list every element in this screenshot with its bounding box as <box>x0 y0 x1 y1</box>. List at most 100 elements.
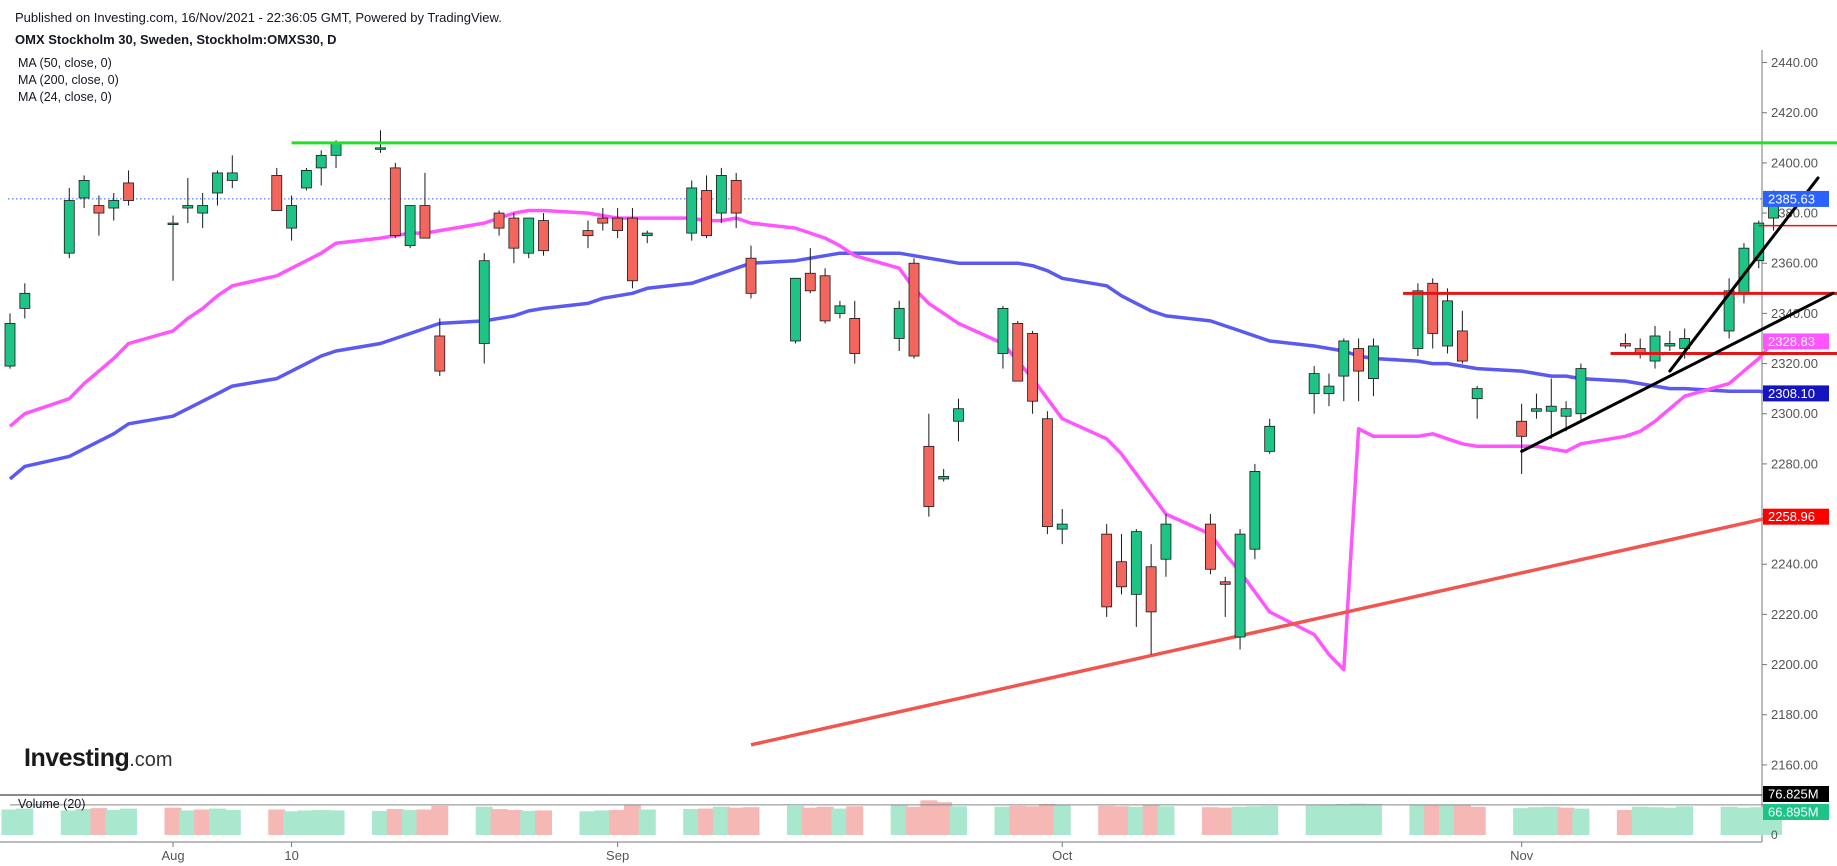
volume-bar <box>1453 804 1471 835</box>
candle <box>1723 278 1735 339</box>
logo-suffix: .com <box>129 749 173 771</box>
volume-bar <box>490 809 508 835</box>
candle <box>997 305 1009 369</box>
volume-bar <box>1142 804 1160 835</box>
candle-body <box>1145 566 1157 613</box>
indicator-ma200[interactable]: MA (200, close, 0) <box>18 73 119 87</box>
candle-body <box>4 323 16 367</box>
candle-body <box>1116 561 1127 588</box>
candle <box>1412 283 1424 357</box>
candle <box>315 150 327 186</box>
y-tick-label: 2200.00 <box>1771 657 1818 672</box>
volume-bar <box>890 804 908 835</box>
volume-bar <box>60 810 78 835</box>
candle-body <box>63 200 75 254</box>
volume-bar <box>1409 804 1427 835</box>
volume-bar <box>1246 806 1264 835</box>
volume-bar <box>1113 806 1130 835</box>
logo-brand: Investing <box>24 744 130 772</box>
volume-bar <box>594 810 612 835</box>
candle-body <box>641 232 653 237</box>
volume-bar <box>386 809 404 835</box>
candle <box>1323 373 1335 407</box>
candle-body <box>478 260 490 344</box>
candle-body <box>849 318 861 354</box>
candle-body <box>1205 523 1216 570</box>
volume-bar <box>786 805 804 835</box>
x-tick-label: Sep <box>606 848 629 863</box>
trendline-steep <box>1668 176 1820 373</box>
candle <box>1664 330 1676 352</box>
candle-body <box>908 262 920 357</box>
candle <box>1145 544 1157 655</box>
candle-body <box>108 200 120 209</box>
candle-body <box>1249 471 1261 550</box>
candle <box>1753 220 1765 269</box>
candle-body <box>1723 290 1735 332</box>
volume-bar <box>327 810 345 835</box>
volume-bar <box>609 809 627 835</box>
candle <box>641 230 653 244</box>
candle-body <box>78 180 90 199</box>
candle-body <box>1368 345 1379 380</box>
volume-bar <box>1557 807 1575 835</box>
volume-indicator-label[interactable]: Volume (20) <box>18 797 86 811</box>
candle-body <box>923 445 935 507</box>
candle-body <box>1516 420 1528 437</box>
volume-bar <box>194 809 212 835</box>
price-label-box <box>1763 333 1829 350</box>
volume-bar <box>1364 804 1382 835</box>
volume-bar <box>208 808 226 835</box>
candle <box>330 140 342 168</box>
price-label: 2258.96 <box>1768 509 1815 524</box>
candle <box>1205 514 1216 575</box>
candle <box>1234 529 1246 650</box>
candle-body <box>715 175 727 214</box>
candle-body <box>1545 405 1557 412</box>
candle-body <box>804 272 816 292</box>
candle <box>1427 278 1439 349</box>
candle-body <box>123 182 134 201</box>
candle-body <box>300 170 312 189</box>
indicator-ma24[interactable]: MA (24, close, 0) <box>18 90 112 104</box>
symbol-title: OMX Stockholm 30, Sweden, Stockholm:OMXS… <box>15 32 337 47</box>
candle-body <box>1649 335 1661 362</box>
volume-bar <box>920 800 938 835</box>
indicator-ma50[interactable]: MA (50, close, 0) <box>18 56 112 70</box>
volume-bar <box>120 808 138 835</box>
volume-bar <box>831 808 849 835</box>
candle <box>478 253 490 364</box>
ma200-line <box>750 514 1774 747</box>
candle-body <box>597 217 609 224</box>
candle-body <box>1219 581 1231 585</box>
candle <box>1560 401 1572 432</box>
candle <box>1027 330 1038 414</box>
volume-bar <box>623 804 641 835</box>
volume-bar <box>1 809 19 835</box>
candle <box>226 155 238 188</box>
volume-bar <box>297 810 315 835</box>
y-tick-label: 2380.00 <box>1771 206 1818 221</box>
volume-bar <box>1735 807 1753 835</box>
volume-bar <box>1661 807 1679 835</box>
candle <box>1116 534 1127 595</box>
candle-body <box>212 172 223 194</box>
candle-body <box>834 305 846 314</box>
candle-body <box>1130 531 1142 595</box>
volume-bar <box>727 807 745 835</box>
candle <box>508 213 520 264</box>
volume-bar <box>1201 807 1219 835</box>
candle-body <box>19 292 31 309</box>
trendline-lower <box>1520 291 1835 453</box>
volume-bar <box>1572 808 1590 835</box>
volume-label-box <box>1763 786 1829 802</box>
y-tick-label: 2280.00 <box>1771 456 1818 471</box>
volume-bar <box>1424 804 1442 835</box>
candle-body <box>330 142 342 156</box>
candle <box>1516 403 1528 474</box>
candle <box>63 187 75 259</box>
candle <box>790 277 801 344</box>
volume-bar <box>1305 805 1323 835</box>
volume-bar <box>905 806 923 835</box>
